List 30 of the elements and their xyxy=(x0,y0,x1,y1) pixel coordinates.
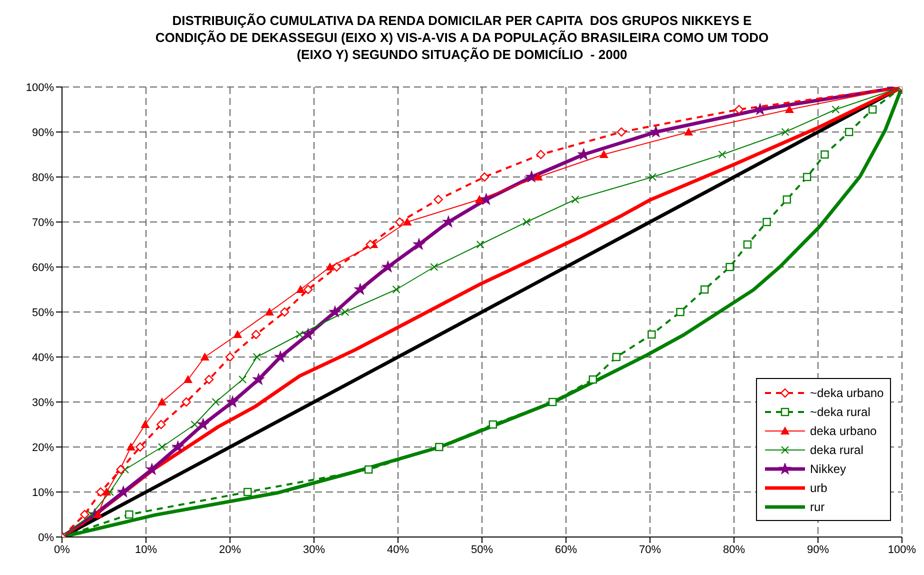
x-tick-label: 90% xyxy=(806,544,830,556)
y-tick-label: 50% xyxy=(32,306,54,319)
x-tick-label: 80% xyxy=(722,544,746,556)
y-tick-label: 40% xyxy=(32,352,54,364)
x-tick-label: 40% xyxy=(386,544,410,556)
y-tick-label: 20% xyxy=(32,442,54,454)
y-tick-label: 100% xyxy=(26,82,54,94)
legend-label: ~deka urbano xyxy=(810,386,884,400)
x-tick-label: 30% xyxy=(302,544,326,556)
x-tick-label: 60% xyxy=(554,544,578,556)
y-tick-label: 90% xyxy=(32,126,54,139)
legend-label: urb xyxy=(810,480,828,494)
x-tick-label: 0% xyxy=(54,544,70,556)
x-tick-label: 50% xyxy=(470,544,494,556)
legend-label: deka urbano xyxy=(810,424,877,438)
legend-label: Nikkey xyxy=(810,462,846,476)
x-tick-label: 10% xyxy=(134,544,158,556)
y-tick-label: 60% xyxy=(32,262,54,274)
y-tick-label: 80% xyxy=(32,172,54,184)
chart-title: DISTRIBUIÇÃO CUMULATIVA DA RENDA DOMICILAR PER CAPITA DOS GRUPOS NIKKEYS E CONDIÇÃO DE DEKASSEGUI (EIXO X) VIS-A-VIS A DA POPULAÇÃO BRASILEIRA COMO UM TODO (EIXO Y) SEGUNDO SITUAÇÃO DE DOMICÍLIO - 2000 xyxy=(154,12,770,64)
x-tick-label: 20% xyxy=(218,544,242,556)
x-tick-label: 100% xyxy=(888,544,916,556)
x-tick-label: 70% xyxy=(638,544,662,556)
y-tick-label: 30% xyxy=(32,396,54,409)
y-tick-label: 0% xyxy=(38,532,54,544)
y-tick-label: 70% xyxy=(32,216,54,229)
legend-label: rur xyxy=(810,500,825,514)
y-tick-label: 10% xyxy=(32,486,54,499)
legend-label: ~deka rural xyxy=(810,404,870,418)
legend-label: deka rural xyxy=(810,442,864,456)
